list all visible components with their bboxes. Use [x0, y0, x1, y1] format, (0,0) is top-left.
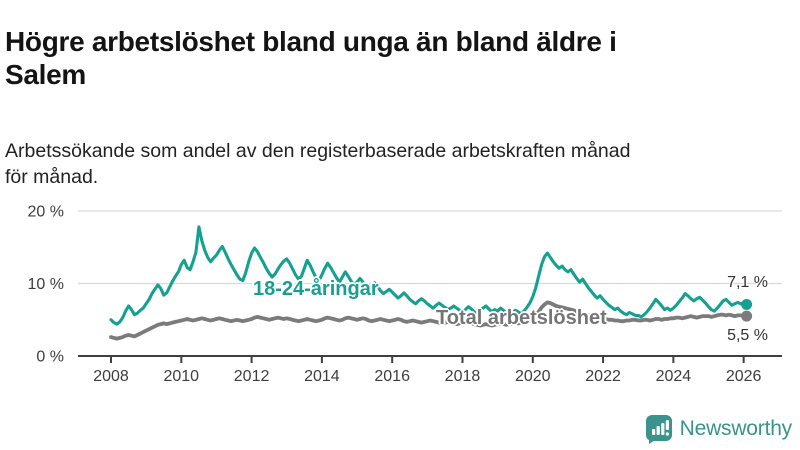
- svg-text:2022: 2022: [585, 368, 621, 385]
- svg-text:2018: 2018: [445, 368, 481, 385]
- bar-chart-speech-bubble-icon: [645, 415, 672, 444]
- svg-text:0 %: 0 %: [36, 349, 64, 366]
- svg-text:2010: 2010: [163, 368, 199, 385]
- svg-text:2026: 2026: [726, 368, 762, 385]
- end-value-label-total: 5,5 %: [727, 327, 768, 344]
- svg-text:2008: 2008: [93, 368, 129, 385]
- svg-text:2024: 2024: [656, 368, 692, 385]
- end-value-label-18-24: 7,1 %: [727, 274, 768, 291]
- svg-text:20 %: 20 %: [28, 204, 64, 221]
- svg-text:2014: 2014: [304, 368, 340, 385]
- brand-wordmark: Newsworthy: [679, 417, 793, 440]
- svg-text:2020: 2020: [515, 368, 551, 385]
- svg-text:2012: 2012: [234, 368, 270, 385]
- svg-text:2016: 2016: [374, 368, 410, 385]
- newsworthy-branding: Newsworthy: [645, 414, 792, 444]
- page-title: Högre arbetslöshet bland unga än bland ä…: [5, 25, 617, 91]
- series-label-total: Total arbetslöshet: [436, 307, 607, 329]
- chart-subtitle: Arbetssökande som andel av den registerb…: [5, 139, 631, 188]
- svg-text:10 %: 10 %: [28, 276, 64, 293]
- series-label-18-24: 18-24-åringar: [253, 278, 379, 300]
